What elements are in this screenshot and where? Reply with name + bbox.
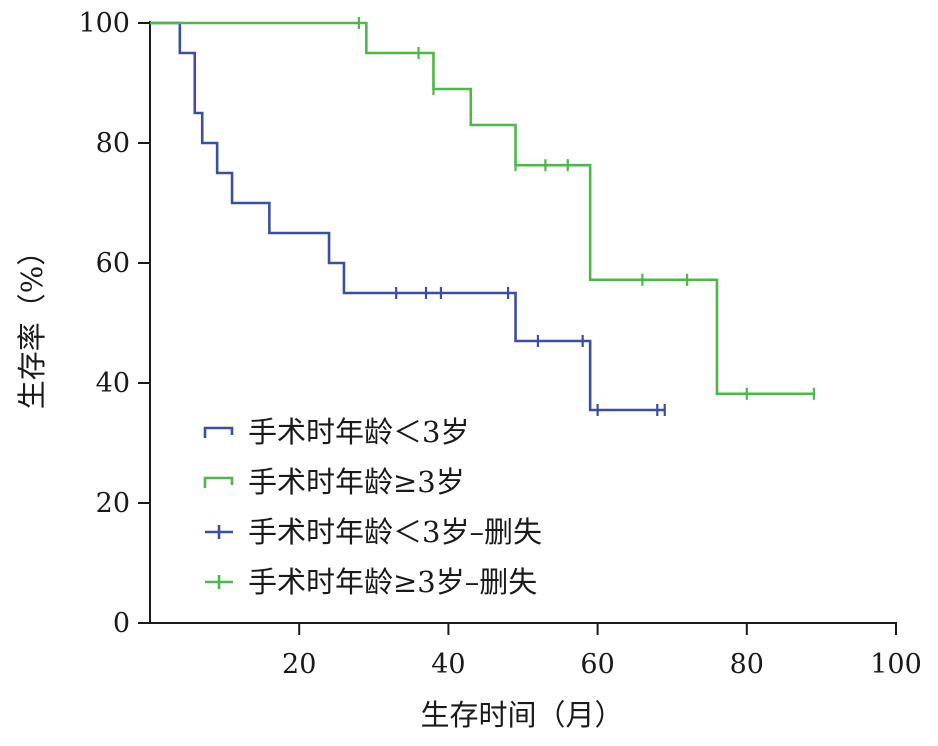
legend-step-symbol [203, 476, 234, 488]
legend-label: 手术时年龄≥3岁 [248, 465, 465, 499]
x-tick-label: 80 [730, 649, 764, 680]
legend-step-symbol [203, 426, 234, 438]
y-tick-label: 0 [113, 608, 130, 639]
series-0 [150, 21, 666, 416]
x-tick-label: 40 [431, 649, 465, 680]
legend-item: 手术时年龄＜3岁–删失 [205, 515, 542, 549]
axes: 0 20 40 60 80 100 20 40 60 80 100 [78, 8, 921, 680]
x-axis-title: 生存时间（月） [420, 698, 623, 732]
legend-label: 手术时年龄＜3岁–删失 [248, 515, 542, 549]
survival-step-line [150, 21, 814, 396]
series-1 [150, 17, 816, 400]
legend-label: 手术时年龄＜3岁 [248, 415, 469, 449]
y-tick-label: 80 [96, 128, 130, 159]
legend-item: 手术时年龄＜3岁 [203, 415, 469, 449]
legend-item: 手术时年龄≥3岁 [203, 465, 465, 499]
y-tick-label: 100 [78, 8, 130, 39]
survival-step-line [150, 21, 665, 412]
y-tick-label: 40 [96, 368, 130, 399]
y-axis-title: 生存率（%） [15, 237, 49, 410]
legend-item: 手术时年龄≥3岁–删失 [205, 565, 537, 599]
x-tick-label: 60 [580, 649, 614, 680]
y-tick-label: 20 [96, 488, 130, 519]
y-tick-label: 60 [96, 248, 130, 279]
series-layer [150, 17, 816, 416]
x-tick-label: 100 [870, 649, 922, 680]
legend-label: 手术时年龄≥3岁–删失 [248, 565, 537, 599]
x-tick-label: 20 [282, 649, 316, 680]
